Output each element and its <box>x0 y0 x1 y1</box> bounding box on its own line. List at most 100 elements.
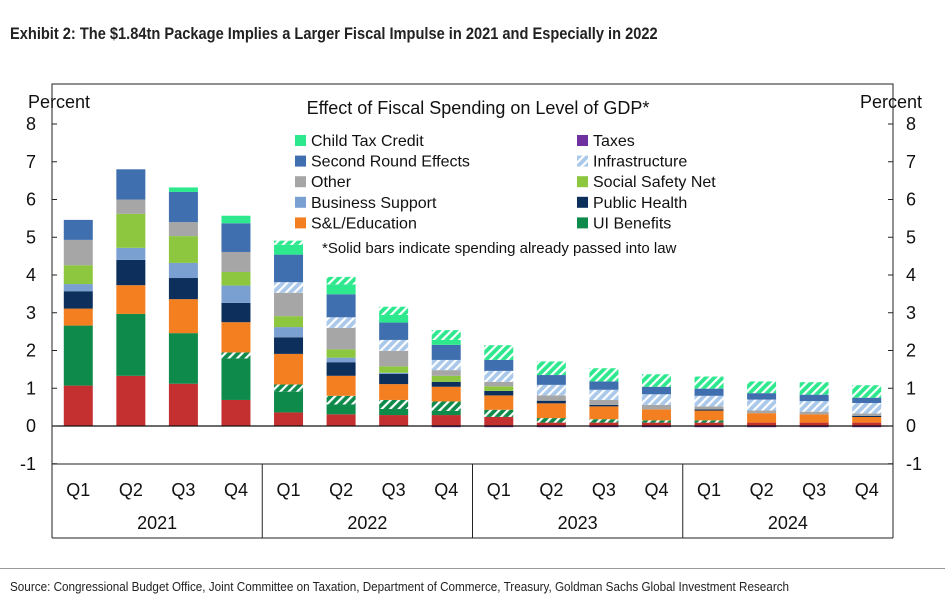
bar-segment-social-safety-net <box>379 366 409 373</box>
bar-segment-child-tax-credit <box>852 385 882 398</box>
y-tick-label-right: 0 <box>906 416 916 436</box>
bar-segment-second-round-effects <box>326 294 356 318</box>
bar-segment-ui-benefits <box>221 352 251 359</box>
x-tick-label: Q1 <box>277 480 301 500</box>
bar-segment-child-tax-credit <box>747 381 777 394</box>
bar-segment-other <box>536 395 566 401</box>
bar-segment-second-round-effects <box>852 397 882 403</box>
bar-segment-s-l-education <box>379 384 409 400</box>
x-tick-label: Q3 <box>592 480 616 500</box>
legend-swatch <box>577 155 588 167</box>
legend-swatch <box>577 217 588 229</box>
bar-segment-s-l-education <box>641 409 671 421</box>
bar-segment-child-tax-credit <box>379 315 409 323</box>
bar-segment-unlabeled <box>694 422 724 426</box>
bar-segment-child-tax-credit <box>641 374 671 387</box>
bar-stack <box>536 361 566 428</box>
bar-segment-infrastructure <box>536 384 566 396</box>
x-tick-label: Q1 <box>697 480 721 500</box>
bar-segment-other <box>326 327 356 350</box>
bar-segment-unlabeled <box>274 412 304 426</box>
bar-segment-second-round-effects <box>116 169 146 200</box>
x-tick-label: Q1 <box>66 480 90 500</box>
bar-segment-public-health <box>168 278 198 300</box>
bar-segment-business-support <box>274 327 304 338</box>
bar-segment-other <box>747 410 777 414</box>
bar-stack <box>431 330 461 428</box>
bar-segment-social-safety-net <box>326 349 356 358</box>
bar-stack <box>852 385 882 428</box>
source-note: Source: Congressional Budget Office, Joi… <box>10 579 790 594</box>
year-label: 2021 <box>137 513 177 533</box>
bar-segment-ui-benefits <box>589 419 619 423</box>
bar-segment-unlabeled <box>747 422 777 426</box>
bar-segment-unlabeled <box>852 422 882 426</box>
y-tick-label-right: 4 <box>906 265 916 285</box>
bar-segment-infrastructure <box>326 317 356 328</box>
bar-stack <box>589 368 619 428</box>
bar-segment-child-tax-credit <box>274 240 304 245</box>
bar-stack <box>379 306 409 426</box>
bar-segment-social-safety-net <box>431 375 461 382</box>
x-tick-label: Q3 <box>382 480 406 500</box>
bar-segment-other <box>484 381 514 387</box>
bar-segment-public-health <box>484 390 514 396</box>
bar-stack <box>641 374 671 428</box>
bar-segment-s-l-education <box>852 416 882 423</box>
bar-stack <box>221 215 251 426</box>
bar-segment-unlabeled <box>63 385 93 426</box>
bar-stack <box>799 382 829 428</box>
legend-label: Other <box>311 174 352 191</box>
bar-segment-ui-benefits <box>221 358 251 400</box>
bar-segment-public-health <box>852 415 882 418</box>
legend: Child Tax Credit Taxes Second Round Effect… <box>295 133 716 232</box>
bar-stack <box>274 240 304 426</box>
footnote: *Solid bars indicate spending already pa… <box>322 240 677 257</box>
bar-segment-other <box>589 399 619 405</box>
bar-segment-social-safety-net <box>63 265 93 285</box>
bar-segment-public-health <box>221 302 251 323</box>
bar-segment-other <box>168 222 198 237</box>
bar-segment-ui-benefits <box>641 420 671 423</box>
bar-segment-social-safety-net <box>168 236 198 263</box>
bar-segment-second-round-effects <box>379 322 409 340</box>
bar-segment-second-round-effects <box>168 191 198 223</box>
bar-segment-other <box>694 406 724 410</box>
bar-segment-infrastructure <box>799 401 829 412</box>
bar-segment-child-tax-credit <box>431 330 461 340</box>
legend-swatch <box>577 196 588 208</box>
bar-segment-infrastructure <box>484 370 514 382</box>
bar-segment-second-round-effects <box>747 393 777 400</box>
x-tick-label: Q2 <box>750 480 774 500</box>
bar-segment-ui-benefits <box>63 325 93 386</box>
legend-label: S&L/Education <box>311 215 417 232</box>
legend-label: Taxes <box>593 133 635 150</box>
bar-segment-other <box>116 199 146 214</box>
legend-swatch <box>295 176 306 188</box>
bar-segment-second-round-effects <box>536 375 566 385</box>
y-tick-label-left: 6 <box>26 190 36 210</box>
bar-segment-ui-benefits <box>536 418 566 423</box>
bar-segment-child-tax-credit <box>799 382 829 395</box>
stacked-bar-chart: -1 -1 0 0 1 1 2 2 3 3 4 4 5 5 6 6 7 7 8 8 Q1 Q2 Q3 Q4 Q1 Q2 Q3 Q4 Q1… <box>20 83 922 539</box>
bar-segment-ui-benefits <box>168 333 198 384</box>
bar-segment-s-l-education <box>274 353 304 385</box>
y-tick-label-right: 7 <box>906 152 916 172</box>
bar-segment-ui-benefits <box>379 399 409 410</box>
bar-segment-s-l-education <box>63 308 93 326</box>
x-tick-label: Q3 <box>802 480 826 500</box>
x-tick-label: Q4 <box>855 480 879 500</box>
legend-swatch <box>295 217 306 229</box>
year-label: 2022 <box>347 513 387 533</box>
bar-segment-other <box>852 413 882 416</box>
bar-segment-unlabeled <box>589 422 619 426</box>
bar-segment-business-support <box>63 284 93 292</box>
y-tick-label-left: 1 <box>26 378 36 398</box>
bar-segment-public-health <box>63 291 93 309</box>
bar-segment-infrastructure <box>852 402 882 414</box>
bar-segment-s-l-education <box>747 413 777 423</box>
bar-segment-other <box>221 251 251 272</box>
bar-segment-ui-benefits <box>694 420 724 423</box>
legend-label: Business Support <box>311 195 437 212</box>
